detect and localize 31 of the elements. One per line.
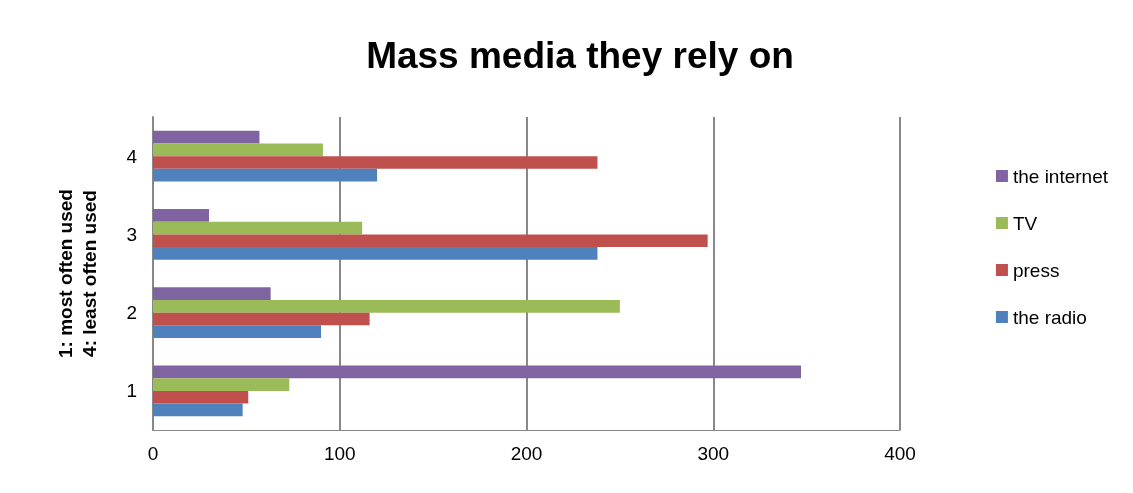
bar xyxy=(153,403,243,417)
bar xyxy=(153,390,249,404)
x-tick-label: 0 xyxy=(147,443,159,464)
x-tick-label: 100 xyxy=(323,443,356,464)
bar xyxy=(153,312,370,326)
legend-label: press xyxy=(1012,259,1060,281)
bar xyxy=(153,299,620,313)
y-tick-label: 4 xyxy=(126,145,138,167)
bar xyxy=(153,168,378,182)
legend-label: the internet xyxy=(1012,165,1109,187)
bar xyxy=(153,156,598,169)
bar xyxy=(153,365,802,379)
legend-label: the radio xyxy=(1012,306,1087,328)
bar xyxy=(153,234,708,248)
chart-title: Mass media they rely on xyxy=(366,35,794,76)
bar xyxy=(153,325,322,339)
bar xyxy=(153,247,598,260)
x-tick-label: 300 xyxy=(697,443,730,464)
x-tick-label: 200 xyxy=(510,443,543,464)
y-axis-title: 1: most often used 4: least often used xyxy=(54,189,100,358)
bar xyxy=(153,143,323,157)
x-tick-label: 400 xyxy=(884,443,916,464)
bar xyxy=(153,130,260,144)
bar xyxy=(153,208,210,222)
legend-label: TV xyxy=(1012,212,1038,234)
y-tick-label: 3 xyxy=(126,223,137,245)
bar xyxy=(153,287,271,300)
y-tick-label: 2 xyxy=(126,302,137,324)
bar xyxy=(153,221,363,235)
y-tick-label: 1 xyxy=(126,380,137,402)
bar xyxy=(153,378,290,391)
